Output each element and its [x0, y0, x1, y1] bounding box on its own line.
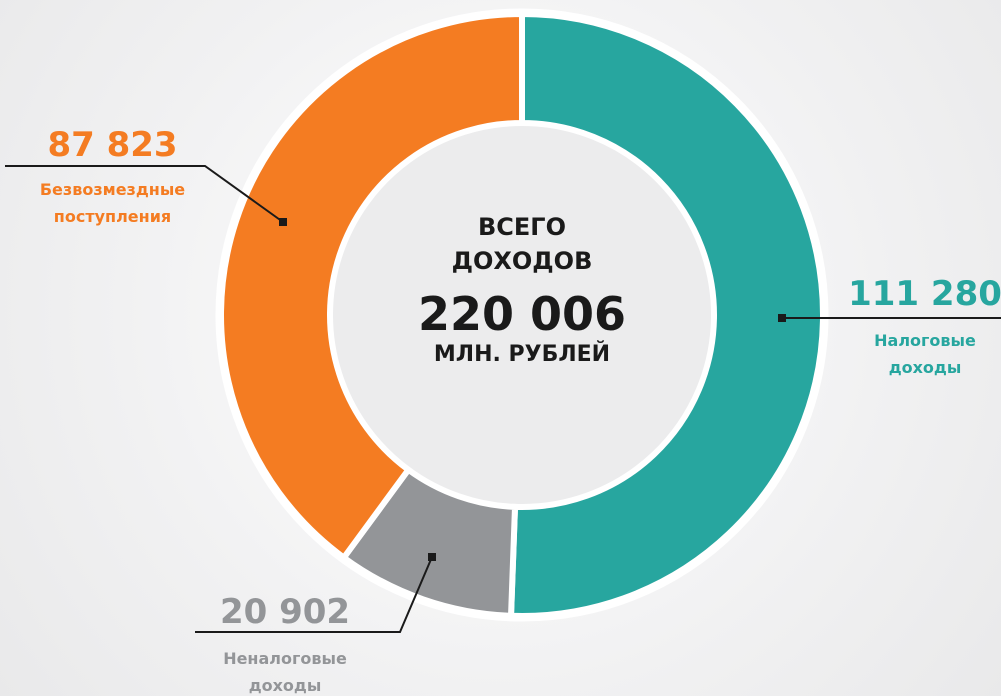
leader-line: [5, 165, 284, 223]
category-label: Безвозмездные поступления: [39, 180, 186, 226]
center-line: ВСЕГО: [478, 213, 566, 241]
leader-marker: [279, 218, 287, 226]
value-label: 20 902: [219, 592, 351, 632]
value-label: 111 280: [848, 274, 1001, 314]
value-label: 87 823: [47, 125, 178, 165]
center-text: ВСЕГО ДОХОДОВ 220 006 МЛН. РУБЛЕЙ: [372, 210, 672, 368]
leader-line: [195, 556, 433, 633]
center-line: ДОХОДОВ: [451, 247, 593, 275]
unit: МЛН. РУБЛЕЙ: [433, 342, 611, 367]
total: 220 006: [417, 287, 627, 341]
category-label: Неналоговые доходы: [223, 649, 347, 695]
category-label: Налоговые доходы: [874, 331, 976, 377]
outer-ring: [215, 8, 829, 622]
donut-segment: [507, 10, 826, 619]
donut-segment: [218, 10, 525, 562]
center-disc: [330, 123, 714, 507]
leader-marker: [428, 553, 436, 561]
leader-marker: [778, 314, 786, 322]
